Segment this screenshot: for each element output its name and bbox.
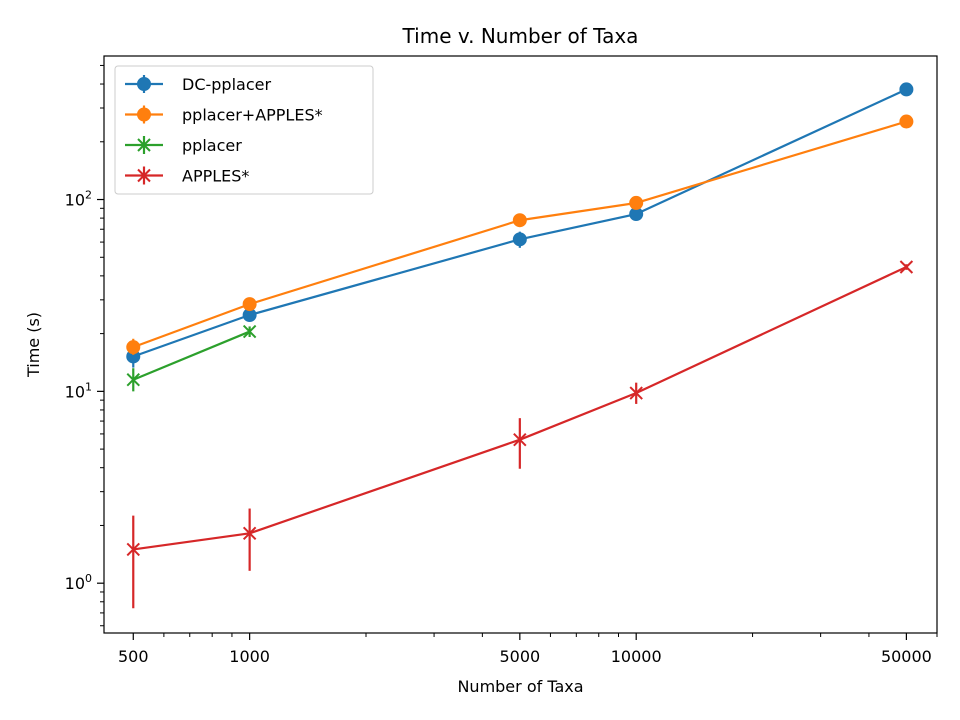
marker-stroke bbox=[126, 542, 140, 557]
x-tick-label: 500 bbox=[118, 647, 149, 666]
data-point bbox=[512, 213, 527, 228]
data-point bbox=[126, 373, 140, 387]
marker-stroke bbox=[513, 432, 527, 447]
data-point bbox=[899, 114, 914, 129]
legend-label: pplacer+APPLES* bbox=[182, 106, 323, 125]
x-tick-label: 50000 bbox=[881, 647, 932, 666]
x-tick-label: 10000 bbox=[611, 647, 662, 666]
data-point bbox=[126, 340, 141, 355]
plot-area bbox=[126, 82, 914, 609]
data-point bbox=[899, 260, 914, 274]
series-pplacer-apples bbox=[126, 114, 914, 355]
y-axis-title: Time (s) bbox=[24, 312, 43, 378]
marker-stroke bbox=[242, 324, 257, 339]
legend-marker bbox=[137, 77, 151, 91]
series-pplacer bbox=[126, 324, 257, 392]
marker-stroke bbox=[126, 373, 140, 387]
series-line bbox=[132, 330, 251, 381]
x-tick-label: 1000 bbox=[229, 647, 270, 666]
legend-box bbox=[114, 65, 374, 195]
legend-label: APPLES* bbox=[182, 167, 249, 186]
marker-stroke bbox=[137, 138, 151, 152]
legend: DC-pplacer pplacer+APPLES* pplacer APPLES* bbox=[114, 65, 374, 195]
legend-marker bbox=[137, 138, 151, 152]
data-point bbox=[629, 195, 644, 210]
legend-entry: pplacer bbox=[125, 136, 242, 155]
legend-marker bbox=[137, 168, 151, 183]
data-point bbox=[126, 542, 140, 557]
legend-entry: pplacer+APPLES* bbox=[125, 105, 323, 125]
data-point bbox=[242, 324, 257, 339]
legend-marker bbox=[137, 107, 151, 122]
data-point bbox=[242, 297, 257, 312]
x-tick-label: 5000 bbox=[499, 647, 540, 666]
data-point bbox=[512, 232, 527, 247]
marker-stroke bbox=[137, 168, 151, 183]
legend-entry: APPLES* bbox=[125, 166, 249, 186]
marker-stroke bbox=[242, 526, 257, 541]
data-point bbox=[513, 432, 527, 447]
x-axis-title: Number of Taxa bbox=[457, 677, 583, 696]
marker-stroke bbox=[899, 260, 914, 274]
axes-frame bbox=[103, 55, 938, 634]
chart-title: Time v. Number of Taxa bbox=[402, 24, 639, 48]
marker-stroke bbox=[629, 386, 643, 400]
data-point bbox=[242, 526, 257, 541]
legend-label: DC-pplacer bbox=[182, 75, 271, 94]
data-point bbox=[629, 386, 643, 400]
data-point bbox=[899, 82, 914, 97]
legend-entry: DC-pplacer bbox=[125, 75, 271, 94]
series-apples bbox=[126, 260, 914, 609]
legend-label: pplacer bbox=[182, 136, 242, 155]
